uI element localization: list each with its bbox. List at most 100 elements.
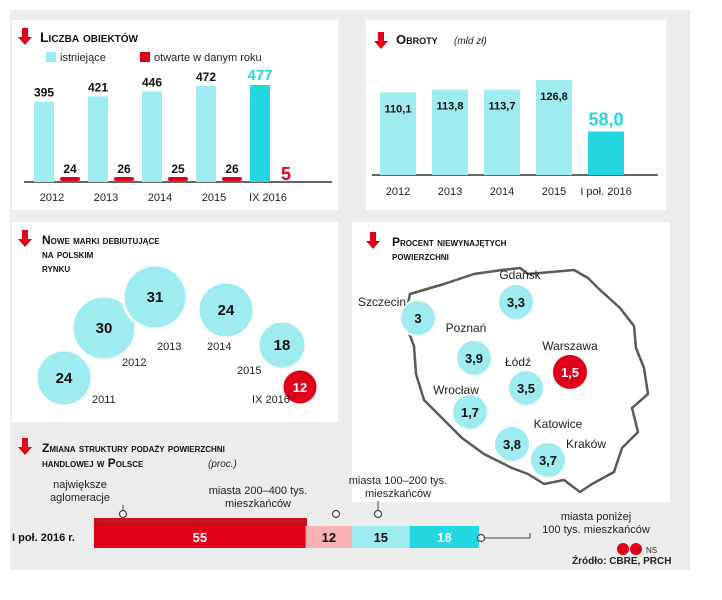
brands-bubble-value: 30 <box>96 320 113 337</box>
structure-segment <box>409 526 479 548</box>
brands-panel: Nowe marki debiutujące na polskim rynku 24 2… <box>12 222 338 422</box>
vacancy-city-label: Łódź <box>505 355 531 369</box>
turnover-bar <box>588 131 624 175</box>
vacancy-city-label: Szczecin <box>358 295 406 309</box>
turnover-value-label: 126,8 <box>540 91 568 103</box>
objects-bar-existing <box>34 101 54 182</box>
vacancy-bubble-value: 1,7 <box>461 405 479 420</box>
structure-bar-top-shade <box>94 518 307 526</box>
structure-segment-value: 12 <box>322 530 336 545</box>
turnover-arrow-icon <box>374 32 388 49</box>
objects-category-label: 2014 <box>148 192 172 204</box>
vacancy-bubble-value: 3,9 <box>465 351 483 366</box>
turnover-bar <box>432 89 468 175</box>
objects-value-opened: 26 <box>225 162 239 176</box>
objects-arrow-icon <box>18 28 32 45</box>
turnover-category-label: 2012 <box>386 186 410 198</box>
legend-label-existing: istniejące <box>60 52 106 64</box>
objects-chart: Liczba obiektów istniejące otwarte w danym… <box>18 28 332 204</box>
structure-segment-value: 18 <box>437 530 451 545</box>
objects-value-opened: 26 <box>117 162 131 176</box>
structure-leader-dot <box>373 509 383 519</box>
structure-annotation: miasta poniżej <box>561 511 631 523</box>
brands-bubble <box>121 263 189 331</box>
vacancy-title-line-1: powierzchni <box>392 249 449 263</box>
vacancy-bubble <box>455 339 493 377</box>
vacancy-city-label: Gdańsk <box>499 268 541 282</box>
vacancy-city-label: Warszawa <box>542 339 598 353</box>
legend-label-opened: otwarte w danym roku <box>154 52 262 64</box>
vacancy-bubble-value: 3 <box>414 311 421 326</box>
structure-annotation: miasta 200–400 tys. <box>209 485 307 497</box>
objects-value-existing: 395 <box>34 86 54 100</box>
vacancy-bubble-value: 3,7 <box>539 453 557 468</box>
structure-row-label: I poł. 2016 r. <box>12 532 75 544</box>
brands-bubble-value: 12 <box>293 380 307 395</box>
structure-annotation: mieszkańców <box>365 488 431 500</box>
turnover-title: Obroty <box>396 32 438 47</box>
structure-leader-dot <box>331 509 341 519</box>
objects-bar-opened <box>60 177 80 181</box>
objects-category-label: 2012 <box>40 192 64 204</box>
brands-year-label: 2012 <box>122 357 146 369</box>
structure-annotation: aglomeracje <box>50 492 110 504</box>
vacancy-bubble <box>399 299 437 337</box>
source-note: Źródło: CBRE, PRCH <box>572 556 672 567</box>
vacancy-bubble <box>529 441 567 479</box>
structure-annotation: miasta 100–200 tys. <box>349 475 447 487</box>
objects-title: Liczba obiektów <box>40 29 139 45</box>
vacancy-bubble-value: 1,5 <box>561 365 579 380</box>
credit-initials: NS <box>646 546 657 555</box>
objects-bar-existing <box>250 85 270 182</box>
vacancy-bubble <box>551 353 589 391</box>
turnover-bar <box>484 89 520 175</box>
structure-segment <box>351 526 410 548</box>
objects-bar-opened <box>168 177 188 181</box>
cp-logo-icon-2 <box>630 543 642 555</box>
structure-annotation: mieszkańców <box>225 498 291 510</box>
vacancy-bubble <box>507 369 545 407</box>
legend-swatch-existing <box>46 52 56 62</box>
vacancy-bubble-value: 3,3 <box>507 295 525 310</box>
brands-bubble-value: 24 <box>218 302 235 319</box>
vacancy-bubble <box>497 283 535 321</box>
vacancy-arrow-icon <box>366 232 380 249</box>
structure-arrow-icon <box>18 438 32 455</box>
objects-bar-existing <box>142 91 162 182</box>
structure-segment-value: 55 <box>193 530 207 545</box>
brands-year-label: 2015 <box>237 365 261 377</box>
cp-logo-icon <box>617 543 629 555</box>
objects-panel: Liczba obiektów istniejące otwarte w danym… <box>12 20 338 210</box>
objects-category-label: 2013 <box>94 192 118 204</box>
brands-year-label: 2011 <box>92 394 116 406</box>
turnover-category-label: I poł. 2016 <box>580 186 631 198</box>
turnover-bar <box>536 79 572 175</box>
brands-bubble-value: 18 <box>274 337 291 354</box>
vacancy-city-label: Kraków <box>566 437 606 451</box>
brands-year-label: 2014 <box>207 341 231 353</box>
brands-bubble <box>280 367 320 407</box>
turnover-bar <box>380 92 416 175</box>
structure-unit: (proc.) <box>208 459 237 470</box>
vacancy-city-label: Wrocław <box>433 383 479 397</box>
structure-leader-dot <box>476 533 486 543</box>
vacancy-panel: Procent niewynajętych powierzchni 3,3 Gdańs… <box>352 222 670 502</box>
objects-bar-opened <box>114 177 134 181</box>
objects-bar-existing <box>88 96 108 182</box>
turnover-category-label: 2015 <box>542 186 566 198</box>
vacancy-city-label: Poznań <box>446 321 487 335</box>
objects-value-existing: 421 <box>88 80 108 94</box>
brands-title-line-0: Nowe marki debiutujące <box>42 233 160 247</box>
objects-category-label: 2015 <box>202 192 226 204</box>
brands-year-label: IX 2016 <box>252 394 290 406</box>
brands-title-line-1: na polskim <box>42 247 94 261</box>
turnover-value-label: 110,1 <box>385 103 412 115</box>
brands-year-label: 2013 <box>157 341 181 353</box>
turnover-value-label: 113,7 <box>489 101 516 113</box>
turnover-chart: Obroty (mld zł) 110,1 2012 113,8 2013 113,7 201… <box>372 32 658 198</box>
turnover-value-label: 58,0 <box>588 110 623 130</box>
objects-bar-existing <box>196 86 216 182</box>
objects-category-label: IX 2016 <box>249 192 287 204</box>
